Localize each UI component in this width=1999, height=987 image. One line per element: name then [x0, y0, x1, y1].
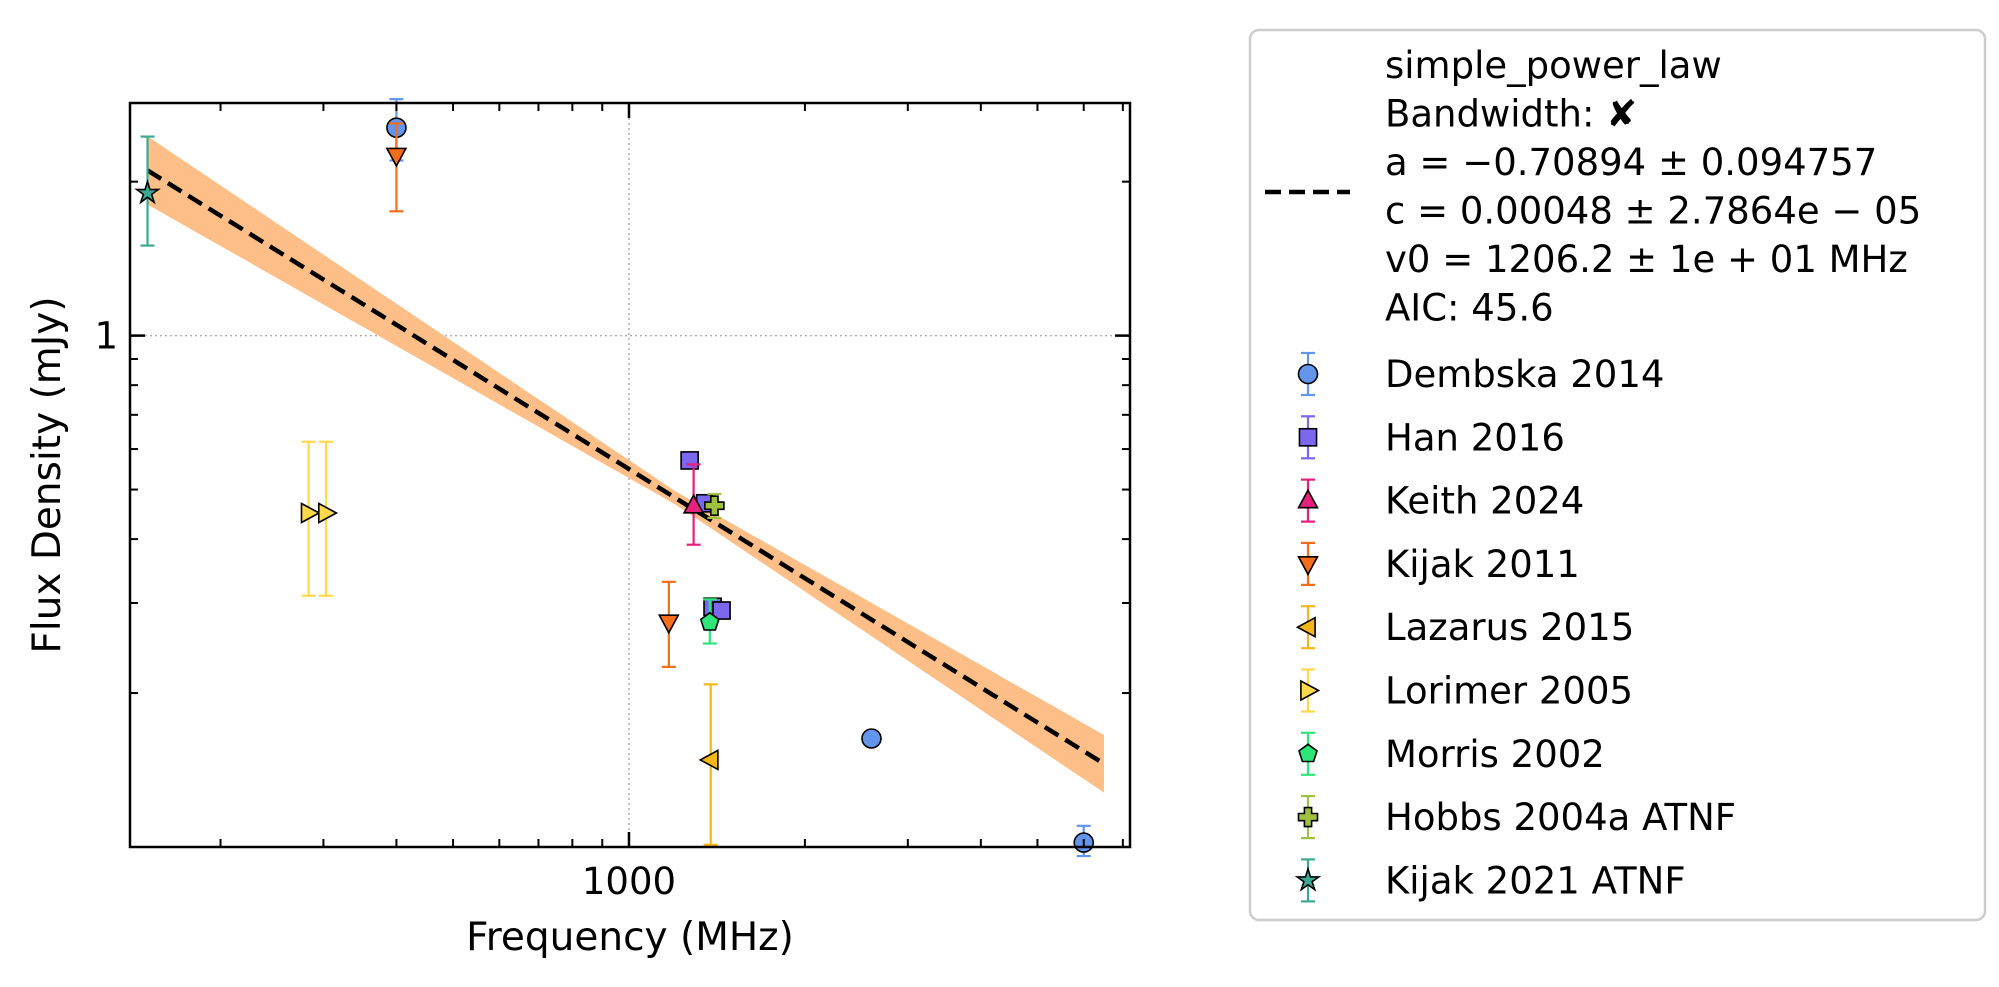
x-axis-label: Frequency (MHz) [466, 915, 794, 960]
legend-marker [1294, 866, 1322, 892]
legend-fit-text: a = −0.70894 ± 0.094757 [1385, 141, 1877, 184]
data-point [704, 495, 725, 517]
legend-label: Lorimer 2005 [1385, 670, 1633, 713]
series-lorimer-2005 [300, 440, 339, 597]
legend-marker [1298, 427, 1318, 447]
fit-curve [146, 168, 1106, 766]
series-dembska-2014 [386, 98, 1095, 858]
data-point [712, 601, 731, 620]
fit-line [146, 168, 1106, 766]
legend-item: Dembska 2014 [1297, 351, 1664, 397]
x-tick-label: 1000 [582, 860, 676, 903]
legend-label: Keith 2024 [1385, 480, 1584, 523]
legend: simple_power_law Bandwidth: ✘ a = −0.70894… [1248, 28, 1987, 922]
legend-fit-text: v0 = 1206.2 ± 1e + 01 MHz [1385, 238, 1908, 281]
y-axis-label: Flux Density (mJy) [25, 296, 70, 653]
legend-item: Lorimer 2005 [1300, 668, 1633, 713]
series-hobbs-2004a-atnf [704, 492, 725, 520]
data-point [317, 502, 339, 524]
legend-item: Han 2016 [1298, 415, 1565, 460]
data-point [300, 502, 321, 524]
data-point [861, 728, 882, 749]
legend-label: Han 2016 [1385, 416, 1565, 459]
legend-item: Lazarus 2015 [1295, 605, 1634, 650]
legend-label: Hobbs 2004a ATNF [1385, 796, 1736, 839]
data-point [698, 749, 719, 771]
legend-fit-text: c = 0.00048 ± 2.7864e − 05 [1385, 190, 1921, 233]
legend-fit-text: AIC: 45.6 [1385, 287, 1554, 330]
legend-marker [1298, 743, 1318, 763]
legend-label: Dembska 2014 [1385, 353, 1664, 396]
series-morris-2002 [699, 598, 720, 645]
legend-label: Kijak 2021 ATNF [1385, 859, 1686, 902]
legend-fit-text: simple_power_law [1385, 44, 1722, 87]
legend-marker [1297, 488, 1319, 509]
legend-label: Kijak 2011 [1385, 543, 1580, 586]
legend-marker [1297, 555, 1319, 577]
data-point [657, 614, 680, 635]
legend-item: Hobbs 2004a ATNF [1297, 794, 1736, 840]
series-kijak-2021-atnf [134, 135, 161, 247]
series-lazarus-2015 [698, 683, 719, 846]
legend-marker [1297, 806, 1319, 828]
data-point [682, 493, 705, 514]
y-tick-label: 1 [94, 315, 118, 358]
series-keith-2024 [682, 463, 705, 546]
legend-item: Kijak 2021 ATNF [1294, 858, 1686, 903]
legend-item: Keith 2024 [1297, 478, 1584, 523]
legend-item: Kijak 2011 [1297, 541, 1580, 587]
axes: 1000 1 [94, 101, 1132, 903]
legend-box [1248, 28, 1987, 922]
legend-marker [1297, 363, 1319, 385]
data-point [385, 147, 408, 168]
data-point [134, 179, 161, 205]
legend-label: Morris 2002 [1385, 733, 1605, 776]
legend-item: Morris 2002 [1298, 731, 1605, 776]
series-kijak-2011 [385, 122, 680, 668]
data-points [134, 98, 1095, 858]
data-point [699, 611, 720, 631]
legend-marker [1295, 616, 1316, 639]
legend-label: Lazarus 2015 [1385, 606, 1634, 649]
data-point [680, 451, 700, 470]
legend-marker [1300, 679, 1321, 702]
legend-fit-text: Bandwidth: ✘ [1385, 93, 1637, 136]
